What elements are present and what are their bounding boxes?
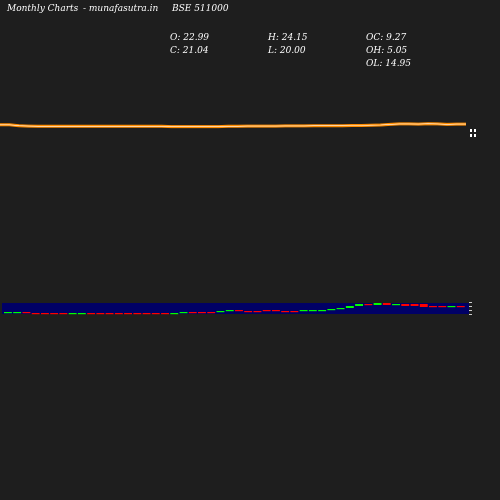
price-axis-marker	[470, 129, 476, 137]
volume-candle	[77, 313, 86, 315]
site-label: - munafasutra.in	[83, 4, 159, 14]
volume-candle	[142, 313, 151, 315]
price-line-highlight	[0, 123, 466, 127]
volume-candle	[382, 303, 391, 305]
volume-candle	[151, 313, 160, 315]
volume-candle	[170, 313, 179, 315]
ol-value: OL: 14.95	[366, 59, 412, 69]
volume-candle	[327, 309, 336, 311]
volume-candle	[216, 311, 225, 313]
open-value: O: 22.99	[170, 33, 210, 43]
volume-candle	[364, 304, 373, 306]
volume-candle	[447, 306, 456, 308]
volume-candle	[225, 310, 234, 312]
volume-candle	[392, 304, 400, 306]
volume-candle	[59, 313, 68, 315]
volume-candle	[438, 306, 447, 308]
volume-candle	[105, 313, 114, 315]
volume-candle	[253, 311, 262, 313]
volume-candle	[22, 312, 31, 314]
volume-band	[2, 303, 469, 314]
volume-candle	[299, 310, 308, 312]
volume-candle	[124, 313, 132, 315]
volume-candle	[419, 304, 428, 307]
volume-candle	[235, 310, 243, 312]
volume-candle	[272, 310, 280, 312]
volume-candle	[244, 311, 253, 313]
volume-candle	[401, 304, 410, 306]
volume-candle	[96, 313, 105, 315]
volume-axis-marker	[469, 302, 472, 315]
volume-candle	[308, 310, 317, 312]
volume-candle	[31, 313, 40, 315]
volume-candle	[114, 313, 123, 315]
volume-candle	[179, 312, 188, 314]
volume-candle	[281, 311, 290, 313]
volume-candle	[50, 313, 59, 315]
volume-candle	[336, 308, 345, 310]
volume-candle	[262, 310, 271, 312]
volume-candle	[68, 313, 77, 315]
high-value: H: 24.15	[268, 33, 308, 43]
volume-candle	[373, 303, 382, 305]
volume-candle	[87, 313, 96, 315]
low-value: L: 20.00	[268, 46, 306, 56]
volume-candle	[133, 313, 142, 315]
close-value: C: 21.04	[170, 46, 209, 56]
volume-candle	[13, 312, 22, 314]
volume-candle	[355, 304, 363, 306]
symbol-label: BSE 511000	[172, 4, 229, 14]
volume-candle	[290, 311, 299, 313]
volume-candle	[318, 310, 327, 312]
volume-candle	[456, 306, 465, 308]
volume-candles	[4, 303, 465, 315]
oh-value: OH: 5.05	[366, 46, 408, 56]
volume-candle	[345, 306, 354, 308]
volume-candle	[161, 313, 169, 315]
volume-candle	[4, 312, 12, 314]
volume-candle	[41, 313, 49, 315]
volume-candle	[410, 304, 419, 306]
volume-candle	[429, 306, 437, 308]
period-label: Monthly Charts	[7, 4, 79, 14]
volume-candle	[207, 312, 216, 314]
oc-value: OC: 9.27	[366, 33, 407, 43]
volume-candle	[198, 312, 206, 314]
volume-candle	[188, 312, 197, 314]
